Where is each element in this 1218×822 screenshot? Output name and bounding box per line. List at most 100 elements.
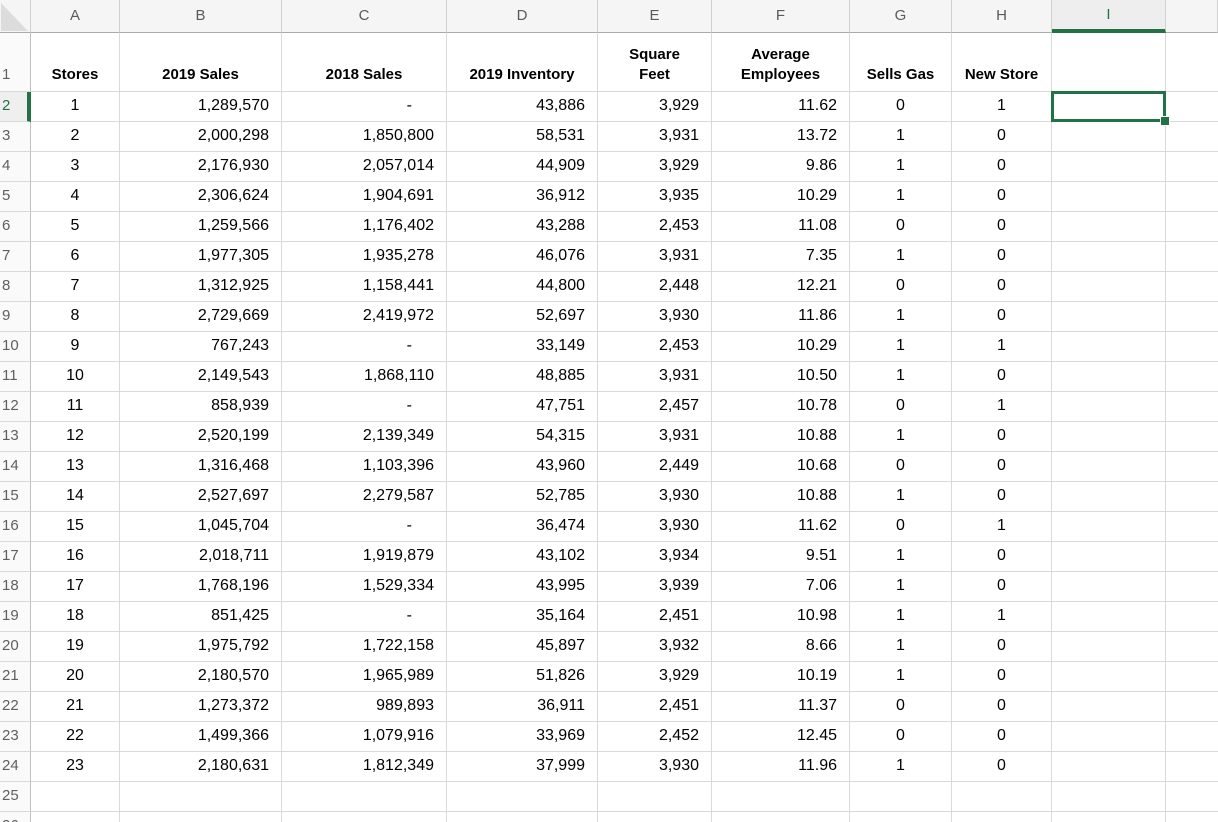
cell-A17[interactable]: 16 <box>31 542 120 572</box>
cell-E13[interactable]: 3,931 <box>598 422 712 452</box>
cell-D26[interactable] <box>447 812 598 822</box>
cell-A19[interactable]: 18 <box>31 602 120 632</box>
cell-D14[interactable]: 43,960 <box>447 452 598 482</box>
cell-F5[interactable]: 10.29 <box>712 182 850 212</box>
cell-I3[interactable] <box>1052 122 1166 152</box>
cell-B22[interactable]: 1,273,372 <box>120 692 282 722</box>
cell-E5[interactable]: 3,935 <box>598 182 712 212</box>
cell-B19[interactable]: 851,425 <box>120 602 282 632</box>
cell-H9[interactable]: 0 <box>952 302 1052 332</box>
cell-E18[interactable]: 3,939 <box>598 572 712 602</box>
cell-E25[interactable] <box>598 782 712 812</box>
cell-A2[interactable]: 1 <box>31 92 120 122</box>
cell-H6[interactable]: 0 <box>952 212 1052 242</box>
cell-F13[interactable]: 10.88 <box>712 422 850 452</box>
cell-F11[interactable]: 10.50 <box>712 362 850 392</box>
cell-F14[interactable]: 10.68 <box>712 452 850 482</box>
cell-J18[interactable] <box>1166 572 1218 602</box>
cell-J15[interactable] <box>1166 482 1218 512</box>
cell-J4[interactable] <box>1166 152 1218 182</box>
cell-J9[interactable] <box>1166 302 1218 332</box>
cell-C15[interactable]: 2,279,587 <box>282 482 447 512</box>
cell-C22[interactable]: 989,893 <box>282 692 447 722</box>
cell-D12[interactable]: 47,751 <box>447 392 598 422</box>
cell-C11[interactable]: 1,868,110 <box>282 362 447 392</box>
cell-E21[interactable]: 3,929 <box>598 662 712 692</box>
cell-E19[interactable]: 2,451 <box>598 602 712 632</box>
cell-E26[interactable] <box>598 812 712 822</box>
cell-F4[interactable]: 9.86 <box>712 152 850 182</box>
cell-I25[interactable] <box>1052 782 1166 812</box>
cell-H11[interactable]: 0 <box>952 362 1052 392</box>
cell-B20[interactable]: 1,975,792 <box>120 632 282 662</box>
cell-E22[interactable]: 2,451 <box>598 692 712 722</box>
cell-C4[interactable]: 2,057,014 <box>282 152 447 182</box>
cell-B26[interactable] <box>120 812 282 822</box>
cell-C6[interactable]: 1,176,402 <box>282 212 447 242</box>
cell-A20[interactable]: 19 <box>31 632 120 662</box>
cell-G19[interactable]: 1 <box>850 602 952 632</box>
cell-I16[interactable] <box>1052 512 1166 542</box>
row-header-23[interactable]: 23 <box>0 722 31 752</box>
cell-I15[interactable] <box>1052 482 1166 512</box>
cell-G16[interactable]: 0 <box>850 512 952 542</box>
cell-C10[interactable]: - <box>282 332 447 362</box>
row-header-26[interactable]: 26 <box>0 812 31 822</box>
cell-G7[interactable]: 1 <box>850 242 952 272</box>
column-header-a[interactable]: A <box>31 0 120 33</box>
column-header-j[interactable] <box>1166 0 1218 33</box>
cell-A8[interactable]: 7 <box>31 272 120 302</box>
cell-D3[interactable]: 58,531 <box>447 122 598 152</box>
cell-B25[interactable] <box>120 782 282 812</box>
cell-H17[interactable]: 0 <box>952 542 1052 572</box>
cell-F3[interactable]: 13.72 <box>712 122 850 152</box>
cell-E4[interactable]: 3,929 <box>598 152 712 182</box>
cell-J14[interactable] <box>1166 452 1218 482</box>
cell-B23[interactable]: 1,499,366 <box>120 722 282 752</box>
cell-I20[interactable] <box>1052 632 1166 662</box>
row-header-8[interactable]: 8 <box>0 272 31 302</box>
cell-I22[interactable] <box>1052 692 1166 722</box>
cell-D19[interactable]: 35,164 <box>447 602 598 632</box>
cell-F12[interactable]: 10.78 <box>712 392 850 422</box>
cell-A24[interactable]: 23 <box>31 752 120 782</box>
cell-I4[interactable] <box>1052 152 1166 182</box>
cell-H26[interactable] <box>952 812 1052 822</box>
cell-B6[interactable]: 1,259,566 <box>120 212 282 242</box>
cell-B14[interactable]: 1,316,468 <box>120 452 282 482</box>
cell-A15[interactable]: 14 <box>31 482 120 512</box>
row-header-1[interactable]: 1 <box>0 33 31 92</box>
cell-H3[interactable]: 0 <box>952 122 1052 152</box>
cell-G25[interactable] <box>850 782 952 812</box>
cell-G14[interactable]: 0 <box>850 452 952 482</box>
cell-J20[interactable] <box>1166 632 1218 662</box>
cell-F23[interactable]: 12.45 <box>712 722 850 752</box>
row-header-11[interactable]: 11 <box>0 362 31 392</box>
row-header-16[interactable]: 16 <box>0 512 31 542</box>
cell-A5[interactable]: 4 <box>31 182 120 212</box>
cell-B7[interactable]: 1,977,305 <box>120 242 282 272</box>
cell-A12[interactable]: 11 <box>31 392 120 422</box>
cell-I10[interactable] <box>1052 332 1166 362</box>
cell-D23[interactable]: 33,969 <box>447 722 598 752</box>
cell-E6[interactable]: 2,453 <box>598 212 712 242</box>
cell-B17[interactable]: 2,018,711 <box>120 542 282 572</box>
cell-H18[interactable]: 0 <box>952 572 1052 602</box>
cell-G3[interactable]: 1 <box>850 122 952 152</box>
cell-A23[interactable]: 22 <box>31 722 120 752</box>
row-header-9[interactable]: 9 <box>0 302 31 332</box>
cell-F26[interactable] <box>712 812 850 822</box>
row-header-13[interactable]: 13 <box>0 422 31 452</box>
cell-I2[interactable] <box>1052 92 1166 122</box>
row-header-15[interactable]: 15 <box>0 482 31 512</box>
cell-A9[interactable]: 8 <box>31 302 120 332</box>
cell-H5[interactable]: 0 <box>952 182 1052 212</box>
cell-D17[interactable]: 43,102 <box>447 542 598 572</box>
cell-D20[interactable]: 45,897 <box>447 632 598 662</box>
cell-G24[interactable]: 1 <box>850 752 952 782</box>
cell-G23[interactable]: 0 <box>850 722 952 752</box>
cell-G26[interactable] <box>850 812 952 822</box>
cell-E9[interactable]: 3,930 <box>598 302 712 332</box>
cell-I11[interactable] <box>1052 362 1166 392</box>
cell-H19[interactable]: 1 <box>952 602 1052 632</box>
